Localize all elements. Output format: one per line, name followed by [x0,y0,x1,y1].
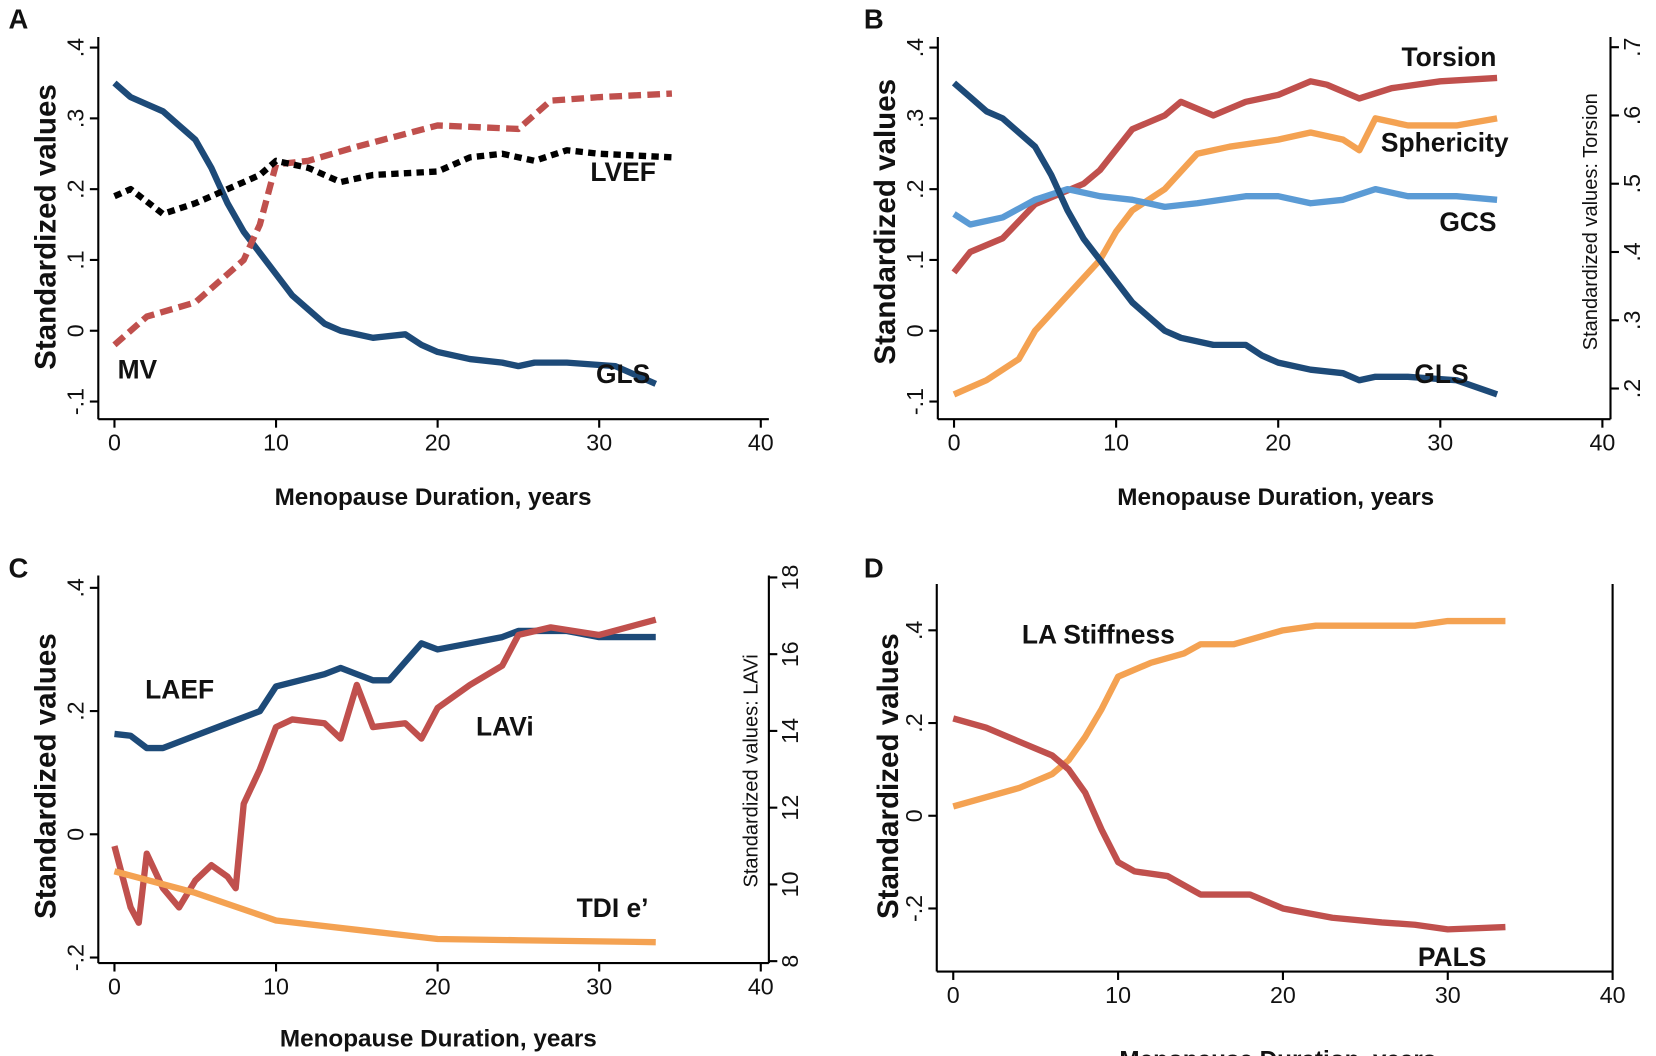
panel-letter: A [9,3,29,34]
y-tick-label: .1 [62,250,88,269]
y-tick-label: .4 [62,38,88,57]
series-line [951,80,1499,398]
y2-tick-label: .4 [1619,242,1645,261]
y-tick-label: -.1 [902,388,928,415]
x-tick-label: 20 [1270,982,1296,1008]
series-line [112,90,673,348]
y-tick-label: 0 [901,809,927,822]
x-tick-label: 30 [1435,982,1461,1008]
y-axis-title: Standardized values [872,633,905,919]
series-label: Torsion [1402,42,1497,72]
series-line [952,185,1498,228]
y2-tick-label: .7 [1619,38,1645,57]
series-line [952,715,1506,933]
x-tick-label: 0 [948,430,961,456]
x-tick-label: 20 [425,430,451,456]
series-line [113,868,656,946]
y2-axis-title: Standardized values: LAVi [740,654,762,887]
x-tick-label: 30 [586,430,612,456]
series-label: LA Stiffness [1022,620,1175,650]
y-tick-label: -.2 [62,944,88,971]
x-tick-label: 40 [748,974,774,1000]
y-tick-label: .2 [62,179,88,198]
y-tick-label: .1 [902,250,928,269]
panel-letter: B [864,3,884,34]
x-axis-title: Menopause Duration, years [1119,1047,1436,1056]
series-line [113,147,673,218]
y2-tick-label: 10 [777,871,803,897]
series-label: GLS [596,359,650,389]
x-tick-label: 0 [947,982,960,1008]
y2-tick-label: .6 [1619,106,1645,125]
y-tick-label: .4 [62,578,88,597]
x-axis-title: Menopause Duration, years [275,484,592,511]
y2-tick-label: .5 [1619,174,1645,193]
x-tick-label: 30 [586,974,612,1000]
series-line [952,617,1506,810]
y-tick-label: .4 [901,621,927,640]
y-tick-label: .3 [62,109,88,128]
x-tick-label: 0 [108,974,121,1000]
series-label: LAEF [145,675,214,705]
y2-tick-label: 8 [777,955,803,968]
y-axis-title: Standardized values [869,79,902,365]
y-tick-label: .2 [62,701,88,720]
y-tick-label: .2 [901,713,927,732]
series-line [112,80,658,387]
x-axis-title: Menopause Duration, years [280,1026,597,1053]
series-label: GCS [1439,207,1496,237]
x-tick-label: 10 [1103,430,1129,456]
series-label: PALS [1418,942,1486,972]
x-tick-label: 20 [1265,430,1291,456]
x-axis-title: Menopause Duration, years [1117,484,1434,511]
x-tick-label: 40 [1600,982,1626,1008]
series-label: LAVi [476,712,534,742]
series-label: GLS [1414,359,1468,389]
series-label: TDI e’ [577,893,649,923]
y-tick-label: 0 [62,324,88,337]
y2-tick-label: 12 [777,795,803,821]
y-tick-label: 0 [902,324,928,337]
x-tick-label: 30 [1427,430,1453,456]
x-tick-label: 0 [108,430,121,456]
x-tick-label: 10 [263,974,289,1000]
y2-tick-label: 18 [777,565,803,591]
series-line [952,115,1498,398]
y-tick-label: -.2 [901,895,927,922]
y2-tick-label: .3 [1619,311,1645,330]
y2-tick-label: 16 [777,641,803,667]
y-tick-label: .2 [902,179,928,198]
x-tick-label: 10 [1105,982,1131,1008]
y2-tick-label: .2 [1619,379,1645,398]
panel-letter: C [9,552,29,583]
series-line [114,627,656,752]
y2-axis-title: Standardized values: Torsion [1580,93,1602,350]
series-line [111,616,657,926]
series-label: Sphericity [1381,128,1509,158]
x-tick-label: 10 [263,430,289,456]
series-line [951,74,1498,275]
series-label: LVEF [590,157,656,187]
y-tick-label: -.1 [62,388,88,415]
y-tick-label: .3 [902,109,928,128]
x-tick-label: 40 [1589,430,1615,456]
y-axis-title: Standardized values [29,84,62,370]
series-label: MV [118,355,158,385]
y2-tick-label: 14 [777,718,803,744]
x-tick-label: 40 [748,430,774,456]
y-tick-label: 0 [62,828,88,841]
y-axis-title: Standardized values [29,633,62,919]
panel-letter: D [864,552,884,583]
x-tick-label: 20 [425,974,451,1000]
y-tick-label: .4 [902,38,928,57]
